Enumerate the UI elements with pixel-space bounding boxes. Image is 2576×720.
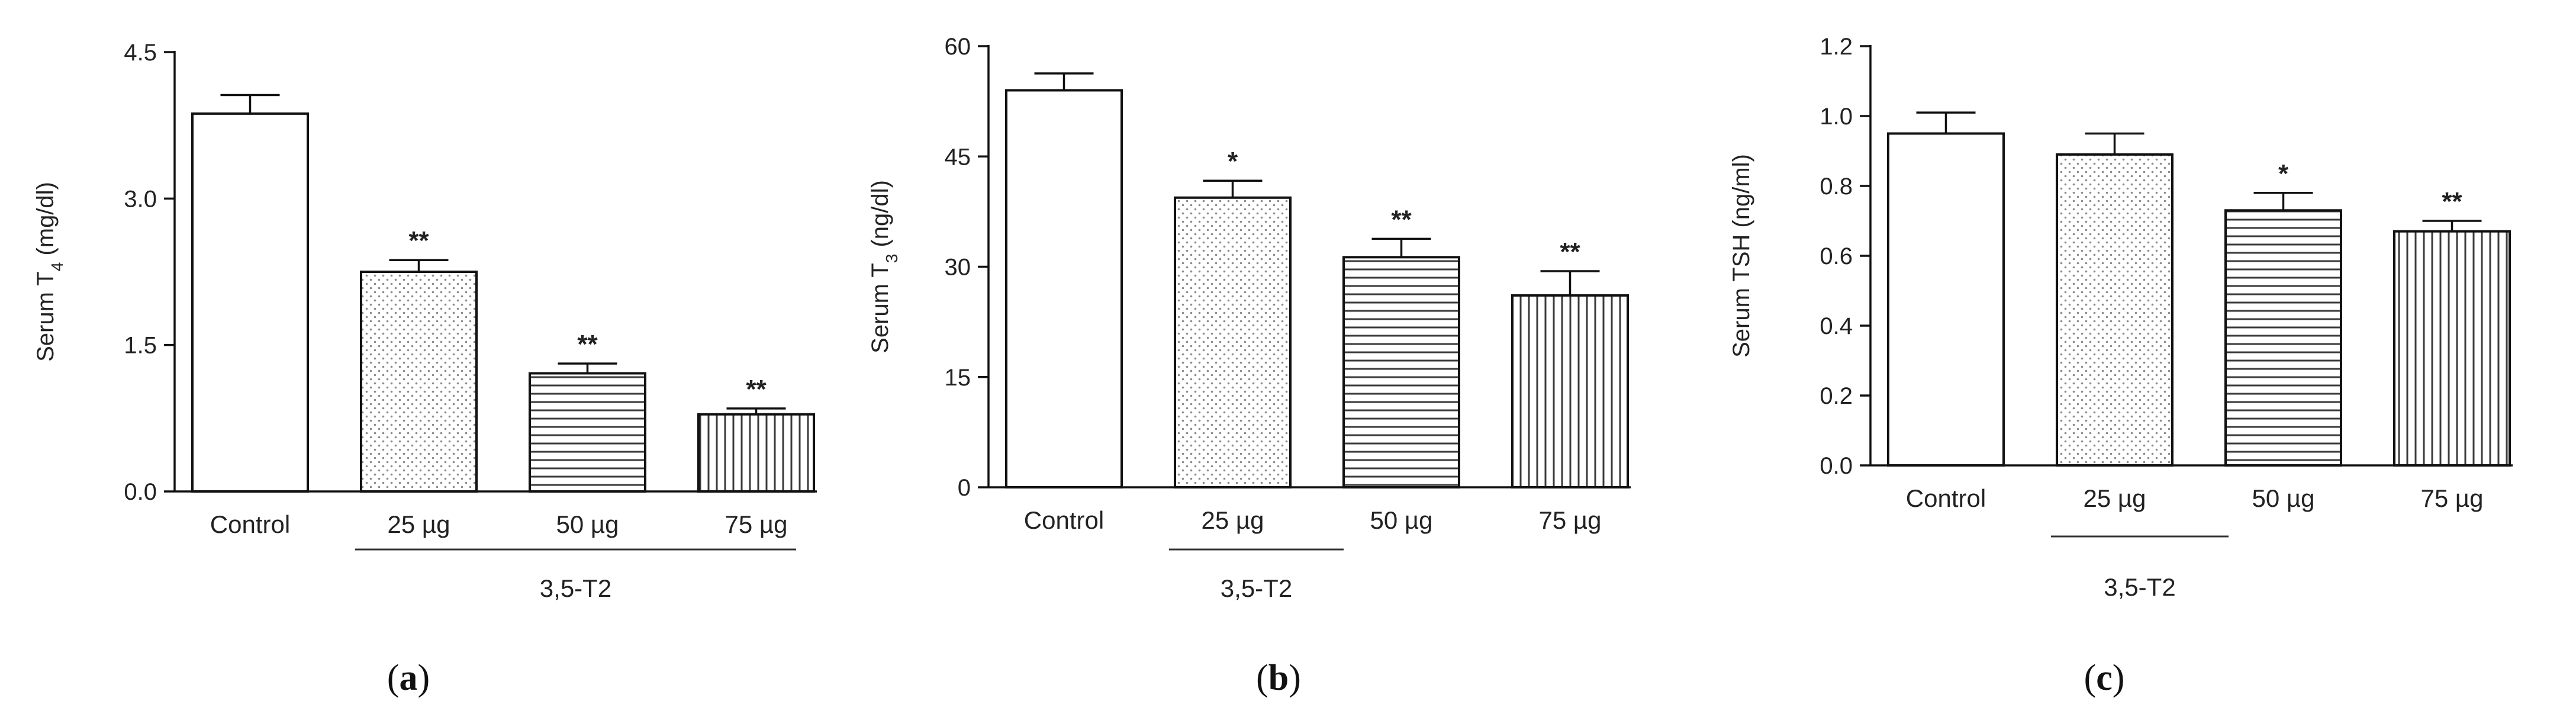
x-tick-label: 25 µg xyxy=(2084,484,2146,512)
x-tick-label: 50 µg xyxy=(556,510,619,538)
y-tick-label: 4.5 xyxy=(124,40,157,66)
panel-caption: (a) xyxy=(387,658,430,698)
y-tick-label: 0.8 xyxy=(1820,173,1853,200)
significance-label: ** xyxy=(2442,187,2462,216)
x-tick-label: Control xyxy=(210,510,290,538)
x-tick-label: 75 µg xyxy=(1539,506,1602,534)
y-tick-label: 0.4 xyxy=(1820,313,1853,339)
significance-label: * xyxy=(1228,147,1238,176)
y-axis-title: Serum T3 (ng/dl) xyxy=(867,180,901,353)
x-tick-label: Control xyxy=(1024,506,1104,534)
significance-label: ** xyxy=(577,330,598,359)
bar-4 xyxy=(2393,230,2511,467)
x-tick-label: 75 µg xyxy=(725,510,788,538)
y-tick-label: 1.5 xyxy=(124,333,157,359)
x-tick-label: 25 µg xyxy=(388,510,450,538)
panel-caption: (c) xyxy=(2084,658,2125,698)
x-tick-label: 50 µg xyxy=(1370,506,1433,534)
bar-4 xyxy=(1511,294,1629,488)
y-tick-label: 60 xyxy=(945,34,971,60)
y-tick-label: 0 xyxy=(958,475,971,501)
panel-caption: (b) xyxy=(1256,658,1301,698)
significance-label: ** xyxy=(408,226,429,255)
x-tick-label: Control xyxy=(1906,484,1986,512)
y-tick-label: 0.0 xyxy=(1820,453,1853,479)
chart-panel-a: 0.0 1.5 3.0 4.5 Serum T4 (mg/dl) Control ** 25 … xyxy=(33,40,817,698)
group-label: 3,5-T2 xyxy=(2104,573,2175,601)
y-tick-label: 30 xyxy=(945,255,971,281)
y-axis-title: Serum T4 (mg/dl) xyxy=(33,182,66,362)
y-tick-label: 0.6 xyxy=(1820,243,1853,269)
significance-label: ** xyxy=(1391,205,1412,234)
bar-2 xyxy=(360,271,478,493)
y-tick-label: 0.2 xyxy=(1820,383,1853,409)
significance-label: ** xyxy=(1560,237,1580,266)
bar-1 xyxy=(191,112,309,493)
significance-label: ** xyxy=(746,375,767,404)
y-tick-label: 0.0 xyxy=(124,479,157,505)
y-axis-title: Serum TSH (ng/ml) xyxy=(1728,154,1754,358)
bar-2 xyxy=(2056,153,2174,467)
group-label: 3,5-T2 xyxy=(540,574,611,602)
x-tick-label: 50 µg xyxy=(2252,484,2315,512)
bar-4 xyxy=(697,413,815,493)
y-tick-label: 15 xyxy=(945,365,971,391)
y-tick-label: 1.0 xyxy=(1820,104,1853,130)
bar-1 xyxy=(1005,89,1123,488)
x-tick-label: 75 µg xyxy=(2421,484,2484,512)
chart-panel-b: 0 15 30 45 60 Serum T3 (ng/dl) Control * 25 µg **… xyxy=(867,34,1631,698)
y-tick-label: 45 xyxy=(945,144,971,170)
chart-panel-c: 0.0 0.2 0.4 0.6 0.8 1.0 1.2 Serum TSH (ng/ml) Co… xyxy=(1728,34,2513,698)
y-tick-label: 1.2 xyxy=(1820,34,1853,60)
bar-3 xyxy=(529,372,646,493)
x-tick-label: 25 µg xyxy=(1202,506,1264,534)
bar-3 xyxy=(2224,209,2342,467)
bar-2 xyxy=(1174,196,1292,488)
group-label: 3,5-T2 xyxy=(1221,574,1292,602)
bar-1 xyxy=(1887,132,2005,467)
bar-3 xyxy=(1342,256,1460,488)
y-tick-label: 3.0 xyxy=(124,186,157,212)
significance-label: * xyxy=(2278,159,2289,188)
